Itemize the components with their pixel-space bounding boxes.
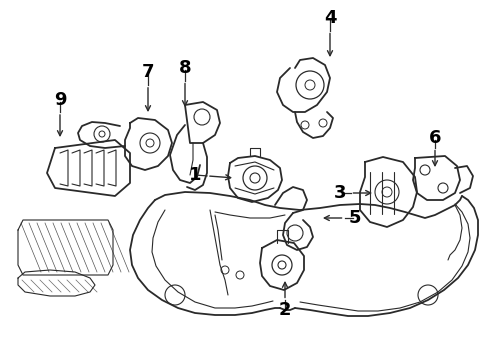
Text: 1: 1 [189,166,201,184]
Text: 2: 2 [279,301,291,319]
Text: 4: 4 [324,9,336,27]
Text: 7: 7 [142,63,154,81]
Text: 6: 6 [429,129,441,147]
Text: 8: 8 [179,59,191,77]
Text: 9: 9 [54,91,66,109]
Text: 5: 5 [349,209,361,227]
Text: 3: 3 [334,184,346,202]
